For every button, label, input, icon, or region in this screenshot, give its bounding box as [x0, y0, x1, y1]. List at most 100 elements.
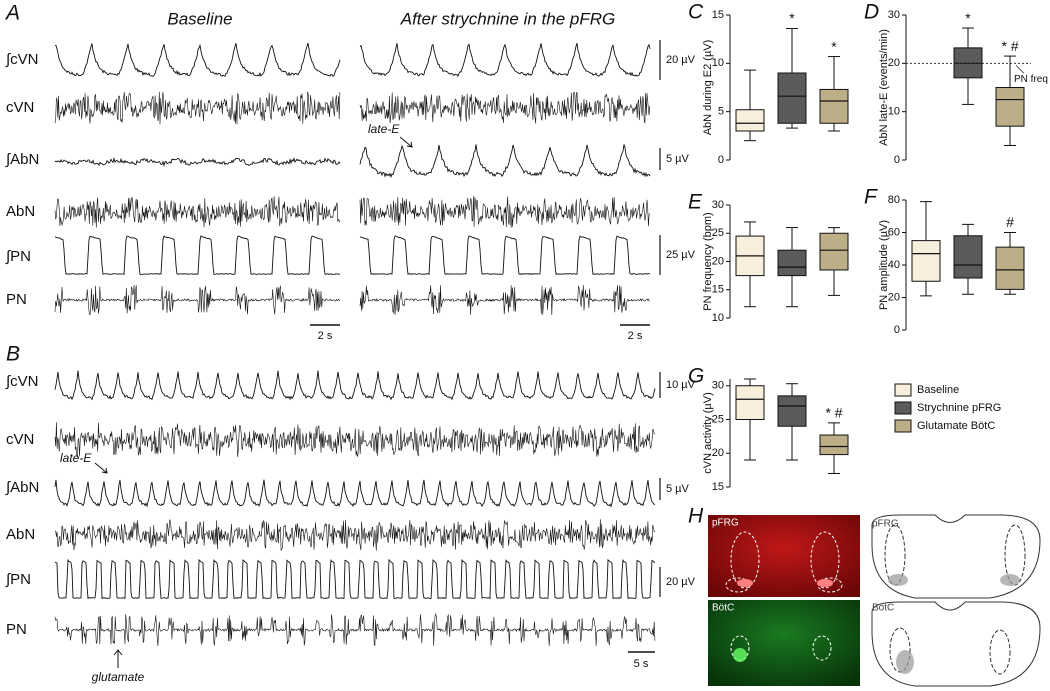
trace-label: ∫cVN: [5, 373, 38, 390]
panel-letter: F: [864, 186, 878, 209]
annotation: glutamate: [92, 670, 145, 684]
trace-label: PN: [6, 621, 27, 638]
y-tick-label: 20: [888, 291, 900, 303]
time-bar-label: 2 s: [628, 330, 643, 342]
y-tick-label: 5: [718, 106, 724, 118]
y-tick-label: 15: [712, 284, 724, 296]
legend-label: Strychnine pFRG: [917, 402, 1001, 414]
y-tick-label: 0: [718, 154, 724, 166]
box: [953, 235, 983, 279]
trace-label: cVN: [6, 99, 34, 116]
significance: * #: [1001, 38, 1018, 54]
trace: [54, 422, 655, 458]
trace: [54, 613, 656, 646]
stained-area: [896, 650, 914, 674]
arrow: [113, 649, 123, 668]
y-tick-label: 10: [712, 57, 724, 69]
y-tick-label: 25: [712, 227, 724, 239]
trace-label: ∫AbN: [5, 479, 39, 496]
panel-letter: H: [688, 505, 704, 528]
box: [819, 232, 849, 271]
trace-label: AbN: [6, 203, 35, 220]
trace: [359, 144, 651, 179]
trace: [359, 196, 651, 228]
trace-title: After strychnine in the pFRG: [400, 9, 615, 28]
trace-label: AbN: [6, 526, 35, 543]
trace-label: cVN: [6, 431, 34, 448]
box: [777, 72, 807, 124]
annotation: late-E: [368, 122, 400, 136]
time-bar-label: 5 s: [634, 658, 649, 670]
scale-bar-label: 25 µV: [666, 249, 696, 261]
scale-bar-label: 5 µV: [666, 153, 690, 165]
significance: *: [965, 10, 971, 26]
box: [819, 88, 849, 124]
arrow: [399, 136, 413, 148]
box: [995, 87, 1025, 127]
trace: [54, 284, 341, 315]
pfrg-image: [708, 515, 860, 597]
box: [819, 434, 849, 456]
panel-letter: B: [6, 343, 20, 366]
y-axis-label: PN frequency (bpm): [702, 212, 714, 310]
box: [911, 240, 941, 282]
trace: [54, 519, 656, 552]
panel-letter: A: [4, 2, 20, 25]
trace: [359, 235, 651, 276]
y-tick-label: 30: [888, 9, 900, 21]
drawing-label: pFRG: [872, 519, 899, 530]
y-tick-label: 30: [712, 199, 724, 211]
time-bar-label: 2 s: [318, 330, 333, 342]
y-tick-label: 20: [712, 255, 724, 267]
label-site: [737, 579, 753, 587]
box: [995, 246, 1025, 290]
trace: [54, 370, 656, 401]
legend-swatch: [894, 419, 912, 433]
trace-label: PN: [6, 291, 27, 308]
drawing-label: BötC: [872, 603, 894, 614]
y-axis-label: AbN during E2 (µV): [702, 40, 714, 136]
legend-label: Glutamate BötC: [917, 420, 995, 432]
trace: [359, 91, 651, 124]
region-label: pFRG: [712, 518, 739, 529]
trace: [54, 479, 656, 508]
legend-swatch: [894, 383, 912, 397]
reference-label: PN freq: [1014, 74, 1048, 85]
trace-label: ∫AbN: [5, 151, 39, 168]
y-tick-label: 60: [888, 226, 900, 238]
trace: [359, 43, 651, 78]
y-tick-label: 25: [712, 413, 724, 425]
significance: #: [1006, 214, 1014, 230]
trace: [54, 156, 341, 167]
trace-label: ∫cVN: [5, 51, 38, 68]
scale-bar-label: 5 µV: [666, 483, 690, 495]
y-tick-label: 10: [712, 312, 724, 324]
trace: [54, 91, 341, 125]
annotation: late-E: [60, 451, 92, 465]
scale-bar-label: 10 µV: [666, 379, 696, 391]
panel-letter: E: [688, 191, 703, 214]
legend-swatch: [894, 401, 912, 415]
box: [735, 385, 765, 420]
trace: [54, 558, 656, 600]
trace-title: Baseline: [167, 9, 232, 28]
significance: * #: [825, 405, 842, 421]
legend-label: Baseline: [917, 384, 959, 396]
y-tick-label: 20: [712, 447, 724, 459]
significance: *: [831, 38, 837, 54]
y-tick-label: 80: [888, 194, 900, 206]
stained-area: [888, 574, 908, 586]
label-site: [817, 579, 833, 587]
y-tick-label: 15: [712, 9, 724, 21]
y-tick-label: 0: [894, 324, 900, 336]
trace: [359, 284, 650, 316]
significance: *: [789, 10, 795, 26]
box: [735, 109, 765, 132]
box: [777, 249, 807, 277]
trace-label: ∫PN: [5, 571, 31, 588]
y-axis-label: cVN activity (µV): [702, 392, 714, 474]
stained-area: [1000, 574, 1020, 586]
y-axis-label: PN amplitude (µV): [878, 220, 890, 310]
y-tick-label: 0: [894, 154, 900, 166]
